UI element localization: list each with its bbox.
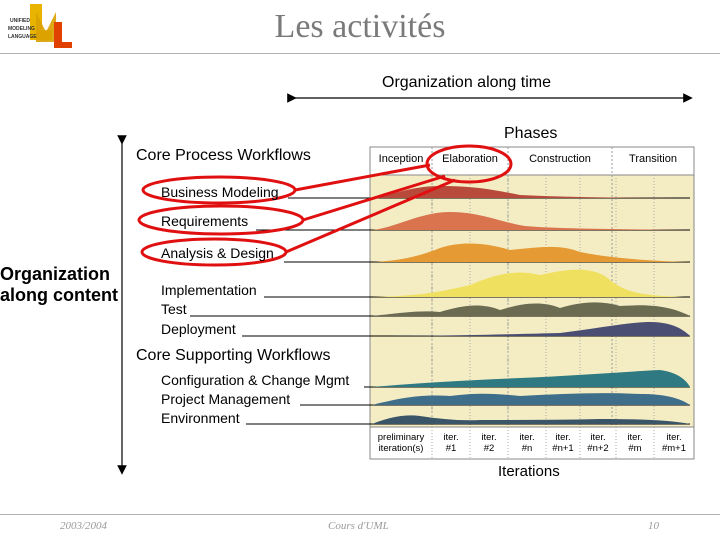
content-axis-label-line2: along content xyxy=(0,285,118,305)
footer-date: 2003/2004 xyxy=(60,520,108,532)
phase-inception: Inception xyxy=(378,153,424,165)
workflow-deployment: Deployment xyxy=(161,321,236,337)
configuration-hump xyxy=(372,370,690,387)
workflow-configuration: Configuration & Change Mgmt xyxy=(161,372,350,388)
footer-course: Cours d'UML xyxy=(328,520,389,532)
phase-construction: Construction xyxy=(529,153,591,165)
core-supporting-heading: Core Supporting Workflows xyxy=(136,347,331,364)
business-modeling-hump xyxy=(372,186,690,198)
header-divider xyxy=(0,53,720,54)
iterations-row xyxy=(369,426,695,460)
requirements-hump xyxy=(372,212,690,230)
core-process-heading: Core Process Workflows xyxy=(136,147,311,164)
implementation-hump xyxy=(372,269,690,297)
svg-text:LANGUAGE: LANGUAGE xyxy=(8,34,37,40)
page-number: 10 xyxy=(648,520,659,532)
phase-transition: Transition xyxy=(629,153,677,165)
analysis-design-hump xyxy=(372,243,690,262)
workflow-environment: Environment xyxy=(161,410,240,426)
svg-text:MODELING: MODELING xyxy=(8,26,35,32)
phase-header-row xyxy=(369,146,695,176)
svg-text:UNIFIED: UNIFIED xyxy=(10,18,30,24)
iteration-preliminary: preliminary iteration(s) xyxy=(377,432,425,454)
phases-label: Phases xyxy=(504,125,558,142)
workflow-test: Test xyxy=(161,301,187,317)
time-axis-label: Organization along time xyxy=(382,74,551,91)
workflow-analysis-design: Analysis & Design xyxy=(161,245,274,261)
workflow-implementation: Implementation xyxy=(161,282,257,298)
workflow-project-management: Project Management xyxy=(161,391,291,407)
iteration-m: iter. #m xyxy=(627,432,643,454)
uml-logo: UNIFIED MODELING LANGUAGE xyxy=(6,2,76,52)
phase-elaboration: Elaboration xyxy=(442,153,498,165)
footer-divider xyxy=(0,514,720,515)
highlight-annotations xyxy=(137,144,513,267)
iteration-n-plus-2: iter. #n+2 xyxy=(587,432,609,454)
iteration-2: iter. #2 xyxy=(481,432,497,454)
test-hump xyxy=(372,302,690,316)
iterations-label: Iterations xyxy=(498,463,560,480)
iteration-1: iter. #1 xyxy=(443,432,459,454)
environment-hump xyxy=(372,415,690,424)
project-management-hump xyxy=(372,393,690,405)
iteration-n-plus-1: iter. #n+1 xyxy=(552,432,574,454)
workflow-business-modeling: Business Modeling xyxy=(161,184,279,200)
workflow-requirements: Requirements xyxy=(161,213,249,229)
grid-background xyxy=(369,146,695,460)
deployment-hump xyxy=(372,322,690,336)
iteration-n: iter. #n xyxy=(519,432,535,454)
iteration-m-plus-1: iter. #m+1 xyxy=(661,432,687,454)
slide-title: Les activités xyxy=(274,8,446,45)
highlight-elaboration xyxy=(425,144,513,184)
content-axis-label-line1: Organization xyxy=(0,264,111,284)
